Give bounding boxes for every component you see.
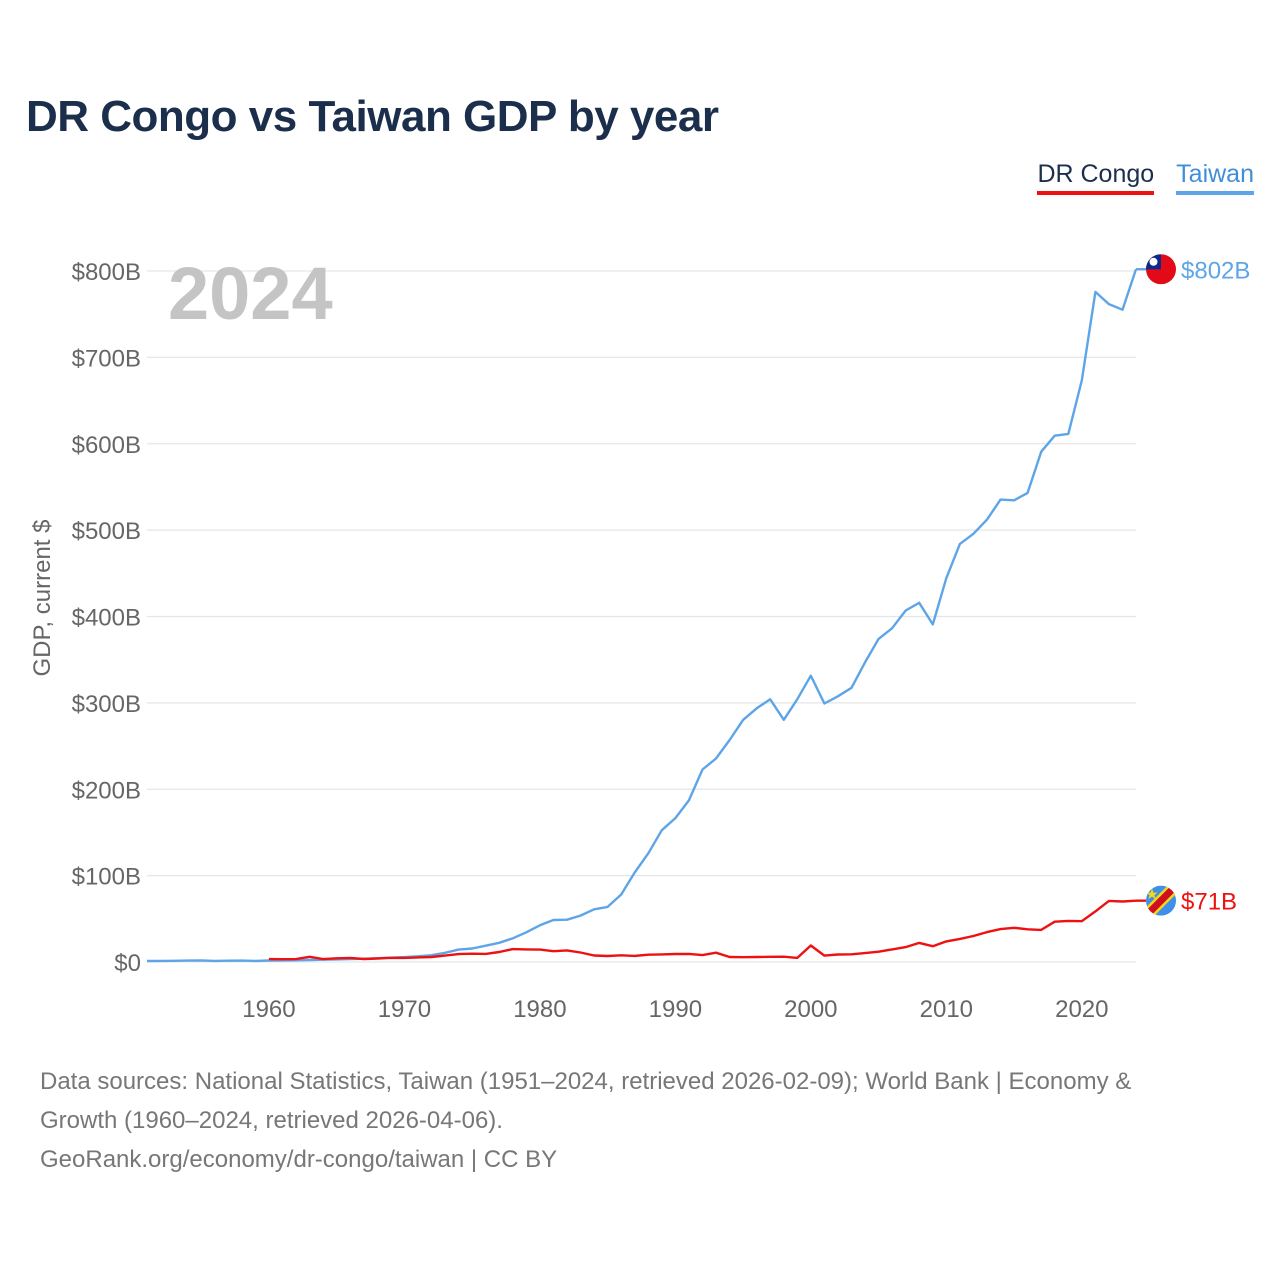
y-tick-label: $300B bbox=[72, 691, 141, 718]
y-tick-label: $200B bbox=[72, 777, 141, 804]
series-line-taiwan[interactable] bbox=[146, 268, 1138, 963]
series-layer bbox=[146, 268, 1138, 963]
y-tick-label: $600B bbox=[72, 432, 141, 459]
page-title: DR Congo vs Taiwan GDP by year bbox=[26, 92, 719, 141]
end-value-label: $802B bbox=[1181, 257, 1250, 284]
legend: DR Congo Taiwan bbox=[1037, 160, 1254, 195]
footer-sources-line-1: Data sources: National Statistics, Taiwa… bbox=[40, 1068, 1132, 1095]
dr-congo-flag-icon bbox=[1146, 885, 1176, 916]
legend-item-dr-congo[interactable]: DR Congo bbox=[1037, 160, 1155, 195]
x-tick-label: 2020 bbox=[1055, 996, 1108, 1023]
year-watermark: 2024 bbox=[168, 252, 333, 335]
y-tick-label: $500B bbox=[72, 518, 141, 545]
x-tick-label: 2010 bbox=[920, 996, 973, 1023]
legend-item-taiwan[interactable]: Taiwan bbox=[1176, 160, 1254, 195]
x-axis-labels: 1960 1970 1980 1990 2000 2010 2020 bbox=[242, 996, 1108, 1023]
gdp-line-chart: $0 $100B $200B $300B $400B $500B $600B $700B $80… bbox=[29, 252, 1250, 1023]
footer-sources-line-2: Growth (1960–2024, retrieved 2026-04-06)… bbox=[40, 1107, 503, 1134]
y-tick-label: $800B bbox=[72, 259, 141, 286]
series-line-dr-congo[interactable] bbox=[268, 899, 1137, 961]
end-markers: $802B $71B bbox=[1136, 254, 1250, 916]
grid-layer bbox=[147, 270, 1136, 963]
y-tick-label: $100B bbox=[72, 864, 141, 891]
y-tick-label: $400B bbox=[72, 605, 141, 632]
footer-credit[interactable]: GeoRank.org/economy/dr-congo/taiwan | CC… bbox=[40, 1146, 558, 1173]
x-tick-label: 2000 bbox=[784, 996, 837, 1023]
footer: Data sources: National Statistics, Taiwa… bbox=[40, 1062, 1240, 1179]
y-tick-label: $700B bbox=[72, 345, 141, 372]
taiwan-flag-icon bbox=[1146, 254, 1176, 285]
end-value-label: $71B bbox=[1181, 889, 1237, 916]
y-tick-label: $0 bbox=[114, 950, 141, 977]
y-axis-labels: $0 $100B $200B $300B $400B $500B $600B $700B $80… bbox=[72, 259, 141, 977]
x-tick-label: 1970 bbox=[378, 996, 431, 1023]
x-tick-label: 1960 bbox=[242, 996, 295, 1023]
x-tick-label: 1990 bbox=[649, 996, 702, 1023]
y-axis-title: GDP, current $ bbox=[29, 520, 56, 677]
x-tick-label: 1980 bbox=[513, 996, 566, 1023]
